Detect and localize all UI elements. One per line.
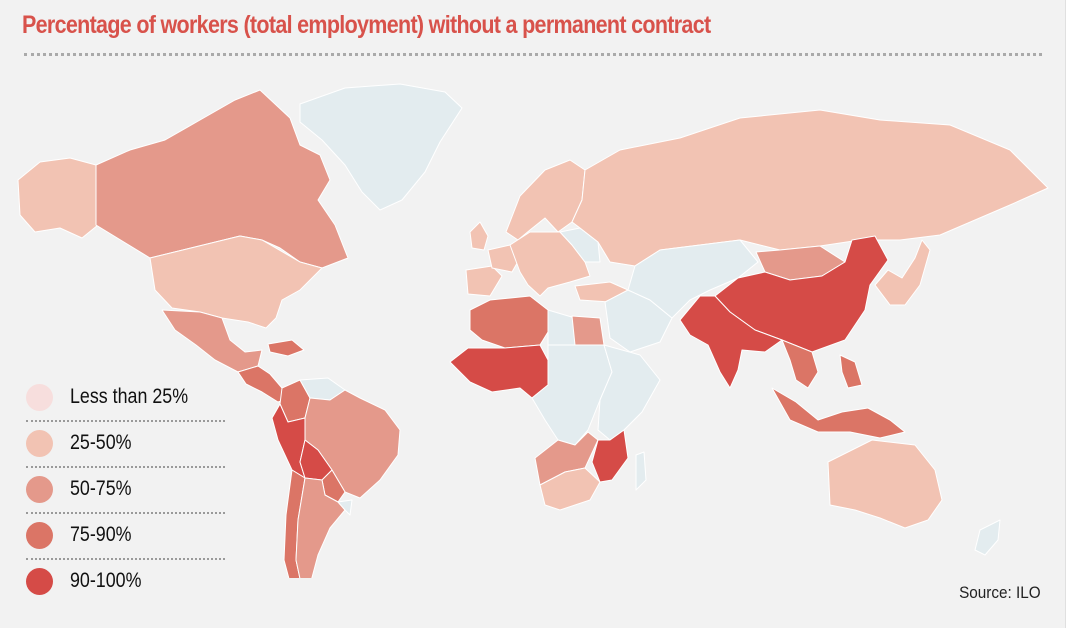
region-central-asia	[627, 239, 759, 319]
region-west-africa	[449, 344, 549, 399]
legend-label: 90-100%	[70, 569, 142, 592]
region-japan-korea	[874, 239, 931, 306]
region-egypt	[571, 315, 605, 346]
legend-label: Less than 25%	[70, 385, 189, 408]
region-alaska	[17, 157, 99, 239]
chart-title: Percentage of workers (total employment)…	[22, 11, 711, 39]
legend-swatch-less-than-25	[26, 384, 53, 411]
legend-swatch-75-90	[26, 522, 53, 549]
region-philippines	[839, 354, 863, 389]
title-divider	[24, 53, 1042, 56]
region-australia	[827, 439, 943, 529]
legend-item: 75-90%	[20, 514, 225, 560]
region-uruguay	[337, 499, 353, 516]
region-mexico	[161, 309, 263, 373]
legend-label: 25-50%	[70, 431, 132, 454]
region-new-zealand	[974, 519, 1001, 556]
world-map	[17, 83, 1049, 578]
legend-item: 90-100%	[20, 560, 225, 606]
legend-swatch-25-50	[26, 430, 53, 457]
legend-item: Less than 25%	[20, 376, 225, 422]
legend-swatch-50-75	[26, 476, 53, 503]
legend-swatch-90-100	[26, 568, 53, 595]
region-south-africa	[539, 467, 601, 511]
legend-divider	[26, 558, 225, 560]
legend-divider	[26, 420, 225, 422]
region-usa	[149, 235, 323, 329]
legend-label: 50-75%	[70, 477, 132, 500]
region-greenland	[299, 83, 463, 211]
region-southeast-asia	[781, 339, 819, 389]
region-indonesia	[771, 387, 906, 439]
region-south-asia	[679, 295, 783, 389]
legend-divider	[26, 466, 225, 468]
region-argentina	[295, 477, 346, 578]
source-credit: Source: ILO	[959, 583, 1041, 602]
region-british-isles	[469, 221, 489, 251]
region-libya	[547, 309, 576, 346]
legend-item: 50-75%	[20, 468, 225, 514]
region-russia	[571, 109, 1049, 267]
region-caribbean	[267, 339, 305, 357]
legend-label: 75-90%	[70, 523, 132, 546]
legend: Less than 25% 25-50% 50-75% 75-90% 90-10…	[20, 376, 225, 606]
region-central-europe	[509, 231, 591, 297]
region-scandinavia	[505, 159, 586, 241]
region-north-africa	[469, 295, 549, 349]
legend-item: 25-50%	[20, 422, 225, 468]
region-iberia	[465, 265, 503, 297]
region-mozambique	[591, 429, 629, 483]
legend-divider	[26, 512, 225, 514]
region-madagascar	[635, 451, 647, 491]
